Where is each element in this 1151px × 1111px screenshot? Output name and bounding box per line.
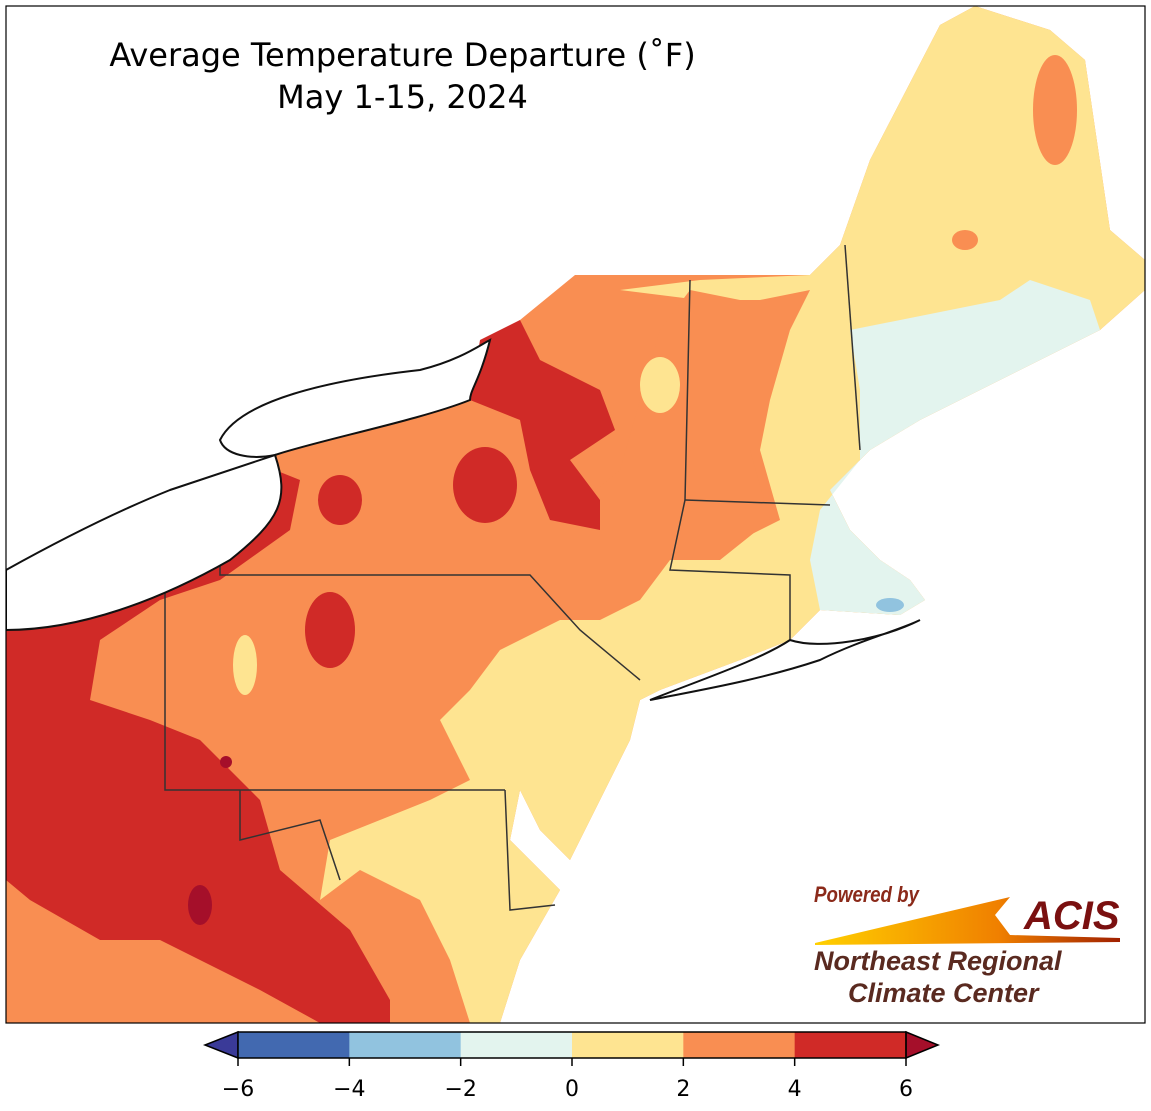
region-2-to-4-maine-small — [952, 230, 978, 250]
logo-acis: ACIS — [1024, 894, 1120, 938]
map-subtitle: May 1-15, 2024 — [277, 78, 528, 116]
colorbar-tick-label: −4 — [333, 1077, 366, 1102]
region-minus4-to-minus2 — [876, 598, 904, 612]
coastlines — [6, 338, 921, 701]
colorbar-tick-label: 0 — [565, 1077, 579, 1102]
colorbar-tick-label: 4 — [787, 1077, 802, 1102]
colorbar — [202, 1030, 940, 1066]
region-minus2-to-0 — [810, 280, 1100, 615]
acis-swoosh — [815, 897, 1120, 945]
colorbar-tick-label: 6 — [899, 1077, 913, 1102]
logo-powered-by: Powered by — [814, 882, 919, 907]
colorbar-segment — [794, 1032, 907, 1058]
logo-line1: Northeast Regional — [814, 946, 1062, 976]
region-0-to-2-blob — [233, 635, 257, 695]
logo-line2: Climate Center — [848, 978, 1039, 1008]
colorbar-tick-label: 2 — [676, 1077, 691, 1102]
colorbar-segment — [683, 1032, 796, 1058]
colorbar-segment — [460, 1032, 573, 1058]
region-2-to-4-vt — [540, 290, 770, 620]
colorbar-segment — [349, 1032, 462, 1058]
region-4-to-6-north-ny — [470, 320, 615, 530]
region-above-6 — [188, 885, 212, 925]
region-2-to-4-maine — [1033, 55, 1077, 165]
region-0-to-2-blob — [640, 357, 680, 413]
colorbar-tick-label: −6 — [221, 1077, 255, 1102]
region-4-to-6-blob — [318, 475, 362, 525]
map-title: Average Temperature Departure (˚F) — [109, 36, 696, 74]
region-4-to-6-blob — [453, 447, 517, 523]
region-0-to-2 — [320, 6, 1145, 1023]
colorbar-extend-high — [905, 1030, 940, 1060]
region-4-to-6-blob — [305, 592, 355, 668]
region-above-6 — [220, 756, 232, 768]
nrcc-acis-logo: Powered by ACIS Northeast Regional Clima… — [812, 880, 1132, 1020]
colorbar-tick-label: −2 — [444, 1077, 477, 1102]
map-frame — [5, 5, 1146, 1024]
colorbar-segment — [238, 1032, 350, 1058]
colorbar-extend-low — [202, 1030, 239, 1060]
colorbar-segment — [572, 1032, 684, 1058]
